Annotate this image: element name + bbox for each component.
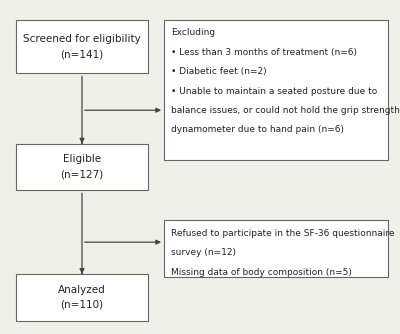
FancyBboxPatch shape xyxy=(16,274,148,321)
Text: (n=127): (n=127) xyxy=(60,170,104,179)
Text: Screened for eligibility: Screened for eligibility xyxy=(23,34,141,44)
Text: dynamometer due to hand pain (n=6): dynamometer due to hand pain (n=6) xyxy=(171,125,344,134)
FancyBboxPatch shape xyxy=(164,220,388,277)
FancyBboxPatch shape xyxy=(16,144,148,190)
Text: Missing data of body composition (n=5): Missing data of body composition (n=5) xyxy=(171,268,352,277)
FancyBboxPatch shape xyxy=(164,20,388,160)
FancyBboxPatch shape xyxy=(16,20,148,73)
Text: Excluding: Excluding xyxy=(171,28,215,37)
Text: Refused to participate in the SF-36 questionnaire: Refused to participate in the SF-36 ques… xyxy=(171,229,395,238)
Text: • Unable to maintain a seated posture due to: • Unable to maintain a seated posture du… xyxy=(171,87,378,96)
Text: (n=110): (n=110) xyxy=(60,300,104,310)
Text: balance issues, or could not hold the grip strength: balance issues, or could not hold the gr… xyxy=(171,106,400,115)
Text: Eligible: Eligible xyxy=(63,155,101,164)
Text: Analyzed: Analyzed xyxy=(58,285,106,295)
Text: (n=141): (n=141) xyxy=(60,49,104,59)
Text: survey (n=12): survey (n=12) xyxy=(171,248,236,257)
Text: • Diabetic feet (n=2): • Diabetic feet (n=2) xyxy=(171,67,267,76)
Text: • Less than 3 months of treatment (n=6): • Less than 3 months of treatment (n=6) xyxy=(171,48,357,57)
